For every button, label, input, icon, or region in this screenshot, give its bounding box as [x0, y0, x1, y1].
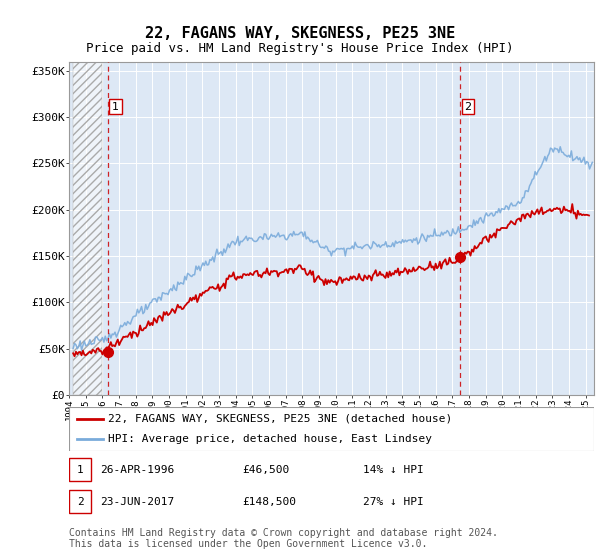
Text: 23-JUN-2017: 23-JUN-2017: [101, 497, 175, 507]
Text: 26-APR-1996: 26-APR-1996: [101, 465, 175, 475]
Text: 27% ↓ HPI: 27% ↓ HPI: [363, 497, 424, 507]
Text: £148,500: £148,500: [242, 497, 296, 507]
Text: 22, FAGANS WAY, SKEGNESS, PE25 3NE (detached house): 22, FAGANS WAY, SKEGNESS, PE25 3NE (deta…: [109, 414, 452, 424]
Text: 2: 2: [77, 497, 83, 507]
Text: 14% ↓ HPI: 14% ↓ HPI: [363, 465, 424, 475]
Text: 1: 1: [77, 465, 83, 475]
Text: Price paid vs. HM Land Registry's House Price Index (HPI): Price paid vs. HM Land Registry's House …: [86, 42, 514, 55]
Text: Contains HM Land Registry data © Crown copyright and database right 2024.
This d: Contains HM Land Registry data © Crown c…: [69, 528, 498, 549]
Text: 22, FAGANS WAY, SKEGNESS, PE25 3NE: 22, FAGANS WAY, SKEGNESS, PE25 3NE: [145, 26, 455, 41]
FancyBboxPatch shape: [69, 490, 91, 514]
Text: HPI: Average price, detached house, East Lindsey: HPI: Average price, detached house, East…: [109, 434, 433, 444]
Text: 2: 2: [464, 101, 472, 111]
Text: 1: 1: [112, 101, 119, 111]
FancyBboxPatch shape: [69, 407, 594, 451]
FancyBboxPatch shape: [69, 458, 91, 481]
Text: £46,500: £46,500: [242, 465, 290, 475]
